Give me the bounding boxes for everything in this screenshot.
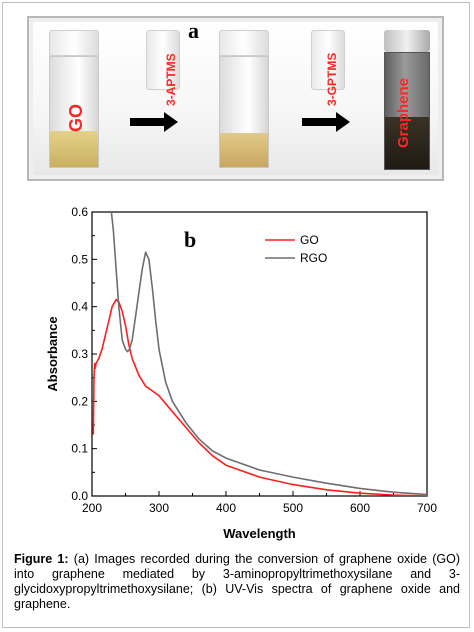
panel-a-letter: a — [188, 18, 199, 43]
y-tick-label: 0.6 — [71, 205, 88, 219]
arrow-right-icon — [302, 112, 350, 132]
vial-3-gptms — [311, 30, 345, 90]
vial-3-aptms — [146, 30, 180, 90]
figure-caption: Figure 1: (a) Images recorded during the… — [14, 552, 460, 612]
x-tick-label: 200 — [82, 501, 102, 515]
x-tick-label: 400 — [216, 501, 236, 515]
x-tick-label: 500 — [283, 501, 303, 515]
arrow-right-icon — [130, 112, 178, 132]
y-tick-label: 0.1 — [71, 442, 88, 456]
series-line-go — [92, 298, 427, 496]
vial-cap — [384, 30, 430, 52]
x-tick-label: 300 — [149, 501, 169, 515]
y-tick-label: 0.2 — [71, 394, 88, 408]
panel-b-letter: b — [184, 227, 196, 252]
x-tick-label: 700 — [417, 501, 437, 515]
vial-intermediate — [219, 30, 269, 168]
y-tick-label: 0.3 — [71, 347, 88, 361]
vial-glass — [49, 56, 99, 168]
series-line-rgo — [110, 212, 427, 496]
plot-frame — [91, 211, 428, 497]
vial-liquid-graphene — [385, 117, 429, 169]
caption-text: (a) Images recorded during the conversio… — [14, 552, 460, 611]
vial-liquid — [220, 133, 268, 167]
figure-frame — [2, 2, 470, 628]
vial-cap — [219, 30, 269, 56]
caption-label: Figure 1: — [14, 552, 69, 566]
vial-graphene — [384, 30, 430, 170]
uv-vis-chart: 200 300 400 500 600 700 0.0 0.1 0.2 0.3 0.4 0.5 0.6 W… — [45, 205, 437, 541]
vial-glass — [384, 52, 430, 170]
y-tick-label: 0.4 — [71, 300, 88, 314]
x-tick-label: 600 — [350, 501, 370, 515]
vial-liquid-go — [50, 131, 98, 167]
x-axis-label: Wavelength — [223, 526, 296, 541]
legend-label-go: GO — [300, 233, 319, 247]
vial-cap — [311, 30, 345, 90]
legend-label-rgo: RGO — [300, 251, 327, 265]
vial-cap — [49, 30, 99, 56]
y-tick-label: 0.5 — [71, 252, 88, 266]
y-axis-label: Absorbance — [45, 316, 60, 391]
vial-go — [49, 30, 99, 168]
vial-glass — [219, 56, 269, 168]
y-tick-label: 0.0 — [71, 489, 88, 503]
vial-cap — [146, 30, 180, 90]
